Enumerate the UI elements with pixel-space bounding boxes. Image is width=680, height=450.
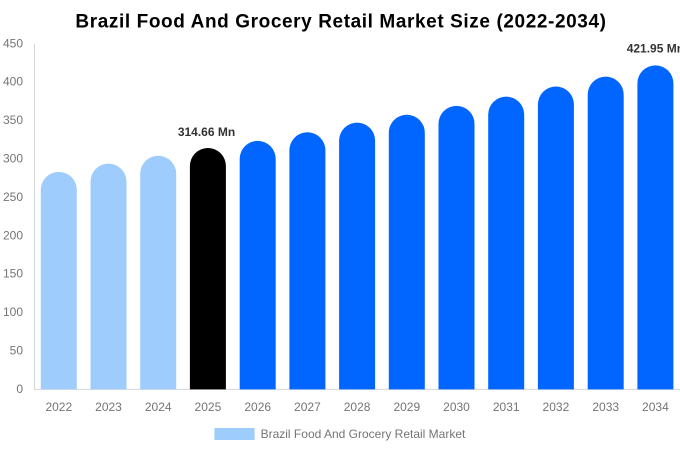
svg-text:2022: 2022: [45, 400, 72, 414]
svg-text:200: 200: [3, 228, 23, 242]
svg-text:2032: 2032: [543, 400, 570, 414]
svg-text:50: 50: [10, 343, 24, 357]
svg-text:2026: 2026: [244, 400, 271, 414]
svg-text:Brazil Food And Grocery Retail: Brazil Food And Grocery Retail Market: [261, 427, 466, 441]
svg-text:350: 350: [3, 113, 23, 127]
svg-text:2025: 2025: [195, 400, 222, 414]
svg-text:2034: 2034: [642, 400, 669, 414]
svg-text:2028: 2028: [344, 400, 371, 414]
svg-text:250: 250: [3, 190, 23, 204]
svg-text:150: 150: [3, 267, 23, 281]
svg-text:421.95 Mn: 421.95 Mn: [627, 42, 680, 56]
svg-text:314.66 Mn: 314.66 Mn: [178, 125, 235, 139]
svg-text:2023: 2023: [95, 400, 122, 414]
svg-text:Brazil Food And Grocery Retail: Brazil Food And Grocery Retail Market Si…: [75, 11, 606, 32]
svg-text:400: 400: [3, 75, 23, 89]
svg-text:2030: 2030: [443, 400, 470, 414]
svg-text:300: 300: [3, 152, 23, 166]
svg-text:2033: 2033: [592, 400, 619, 414]
svg-text:450: 450: [3, 36, 23, 50]
svg-text:100: 100: [3, 305, 23, 319]
svg-text:0: 0: [16, 382, 23, 396]
svg-text:2031: 2031: [493, 400, 520, 414]
svg-text:2027: 2027: [294, 400, 321, 414]
svg-text:2024: 2024: [145, 400, 172, 414]
svg-text:2029: 2029: [393, 400, 420, 414]
